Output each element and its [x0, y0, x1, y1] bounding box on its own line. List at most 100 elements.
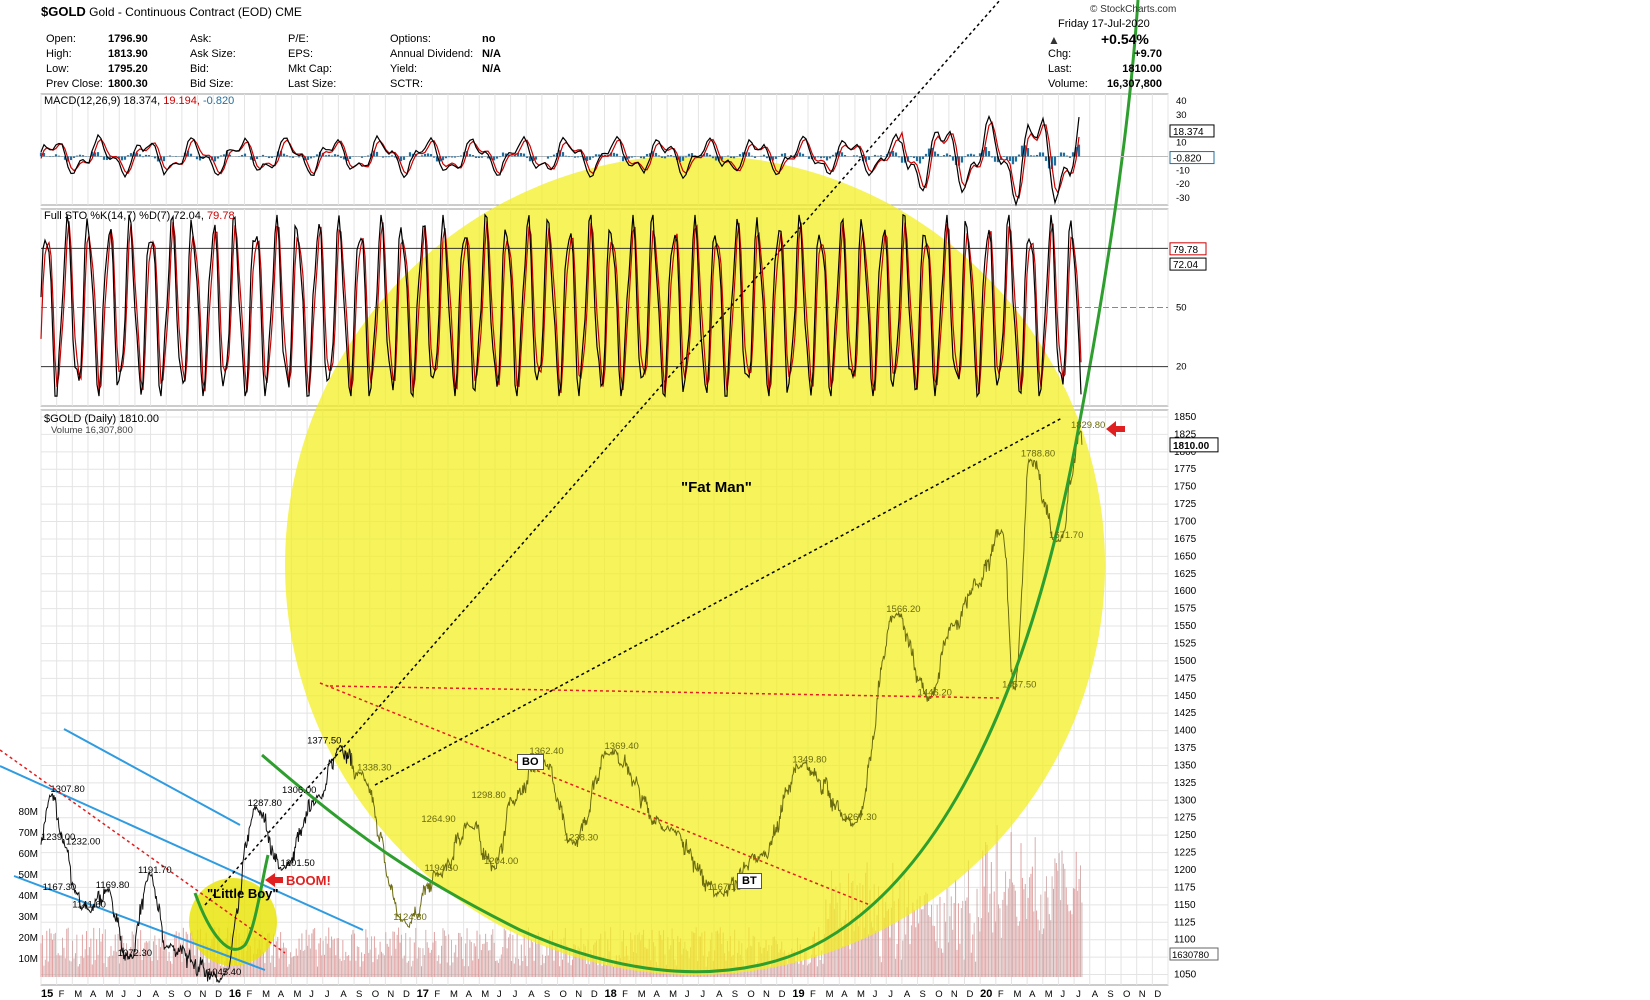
quote-label: Ask Size: [190, 48, 236, 60]
x-axis-label: S [1107, 989, 1113, 1000]
volume-axis-tick: 40M [19, 891, 38, 902]
annotation-boom: BOOM! [286, 873, 331, 888]
quote-label: Ask: [190, 33, 212, 45]
volume-axis-tick: 30M [19, 912, 38, 923]
quote-label: Mkt Cap: [288, 63, 333, 75]
price-axis-tick: 1100 [1174, 935, 1196, 946]
channel-line-mid [13, 875, 266, 971]
quote-label: Volume: [1048, 78, 1088, 90]
x-axis-label: S [544, 989, 550, 1000]
x-axis-label: N [575, 989, 582, 1000]
quote-label: Low: [46, 63, 70, 75]
brand-watermark: © StockCharts.com [1090, 4, 1177, 15]
x-axis-label: D [967, 989, 974, 1000]
macd-value-tag [1169, 124, 1215, 138]
price-axis-tick: 1200 [1174, 865, 1197, 876]
quote-label: Bid Size: [190, 78, 234, 90]
quote-label: Yield: [390, 63, 418, 75]
price-label: 1194.50 [424, 863, 458, 874]
x-axis-label: 17 [417, 988, 429, 1000]
black-dotted-line [204, 0, 1001, 906]
quote-label: High: [46, 48, 72, 60]
x-axis-label: J [888, 989, 893, 1000]
x-axis-label: M [262, 989, 270, 1000]
price-label: 1446.20 [918, 687, 952, 698]
price-axis-tick: 1525 [1174, 638, 1197, 649]
x-axis-label: A [153, 989, 160, 1000]
price-label: 1307.80 [50, 784, 84, 795]
macd-axis-tick: 10 [1176, 138, 1187, 149]
volume-axis-tick: 20M [19, 933, 38, 944]
x-axis-label: M [1045, 989, 1053, 1000]
x-axis-label: M [106, 989, 114, 1000]
up-arrow-icon: ▲ [1048, 33, 1060, 47]
x-axis-label: J [685, 989, 690, 1000]
x-axis-label: J [513, 989, 518, 1000]
sto-axis-tick: 50 [1176, 303, 1187, 314]
black-dotted-line [374, 417, 1063, 786]
price-label: 1457.50 [1002, 680, 1036, 691]
price-axis-tick: 1175 [1174, 882, 1196, 893]
x-axis-label: 16 [229, 988, 241, 1000]
price-label: 1201.50 [280, 858, 314, 869]
quote-value: 1796.90 [108, 33, 148, 45]
price-axis-tick: 1325 [1174, 778, 1197, 789]
sto-value-tag [1169, 257, 1207, 271]
volume-axis-tick: 70M [19, 828, 38, 839]
fat-man-circle [285, 155, 1105, 975]
price-label: 1298.80 [471, 790, 505, 801]
x-axis-label: M [669, 989, 677, 1000]
quote-value: no [482, 33, 496, 45]
quote-change-pct: +0.54% [1101, 31, 1149, 47]
price-label: 1239.00 [41, 832, 75, 843]
annotation-bo: BO [517, 754, 544, 770]
price-label: 1362.40 [529, 746, 563, 757]
x-axis-label: O [1123, 989, 1130, 1000]
x-axis-label: D [1154, 989, 1161, 1000]
x-axis-label: 19 [792, 988, 804, 1000]
red-arrow-icon [1106, 421, 1125, 437]
macd-axis-tick: -20 [1176, 179, 1190, 190]
x-axis-label: A [1092, 989, 1099, 1000]
instrument-name: Gold - Continuous Contract (EOD) [89, 5, 272, 19]
price-label: 1267.30 [842, 812, 876, 823]
x-axis-label: F [622, 989, 628, 1000]
price-label: 1232.00 [66, 837, 100, 848]
macd-value-tag-label: -0.820 [1173, 154, 1202, 165]
x-axis-label: M [638, 989, 646, 1000]
volume-axis-tick: 80M [19, 807, 38, 818]
x-axis-label: 18 [605, 988, 617, 1000]
volume-axis-tick: 50M [19, 870, 38, 881]
quote-label: Prev Close: [46, 78, 103, 90]
x-axis-label: J [700, 989, 705, 1000]
last-price-tag-label: 1810.00 [1173, 441, 1210, 452]
x-axis-label: J [325, 989, 330, 1000]
x-axis-label: A [904, 989, 911, 1000]
x-axis-label: A [278, 989, 285, 1000]
quote-value: 1800.30 [108, 78, 148, 90]
x-axis-label: O [560, 989, 567, 1000]
price-axis-tick: 1150 [1174, 900, 1196, 911]
price-axis-tick: 1450 [1174, 691, 1197, 702]
x-axis-label: M [857, 989, 865, 1000]
price-axis-tick: 1725 [1174, 499, 1197, 510]
price-label: 1829.80 [1071, 420, 1105, 431]
price-label: 1306.00 [282, 785, 316, 796]
x-axis-label: D [403, 989, 410, 1000]
x-axis-label: M [826, 989, 834, 1000]
sto-value-tag-label: 72.04 [1173, 260, 1198, 271]
price-axis-tick: 1500 [1174, 656, 1197, 667]
quote-label: Open: [46, 33, 76, 45]
macd-axis-tick: 40 [1176, 96, 1187, 107]
price-axis-tick: 1275 [1174, 813, 1197, 824]
x-axis-label: 15 [41, 988, 53, 1000]
red-arrow-icon [265, 873, 283, 887]
price-label: 1788.80 [1021, 449, 1055, 460]
x-axis-label: A [653, 989, 660, 1000]
annotation-fat-man: "Fat Man" [681, 479, 752, 496]
price-axis-tick: 1750 [1174, 482, 1197, 493]
x-axis-label: J [309, 989, 314, 1000]
quote-value: 1810.00 [1122, 63, 1162, 75]
sto-value-tag-label: 79.78 [1173, 245, 1198, 256]
price-label: 1045.40 [207, 967, 241, 978]
